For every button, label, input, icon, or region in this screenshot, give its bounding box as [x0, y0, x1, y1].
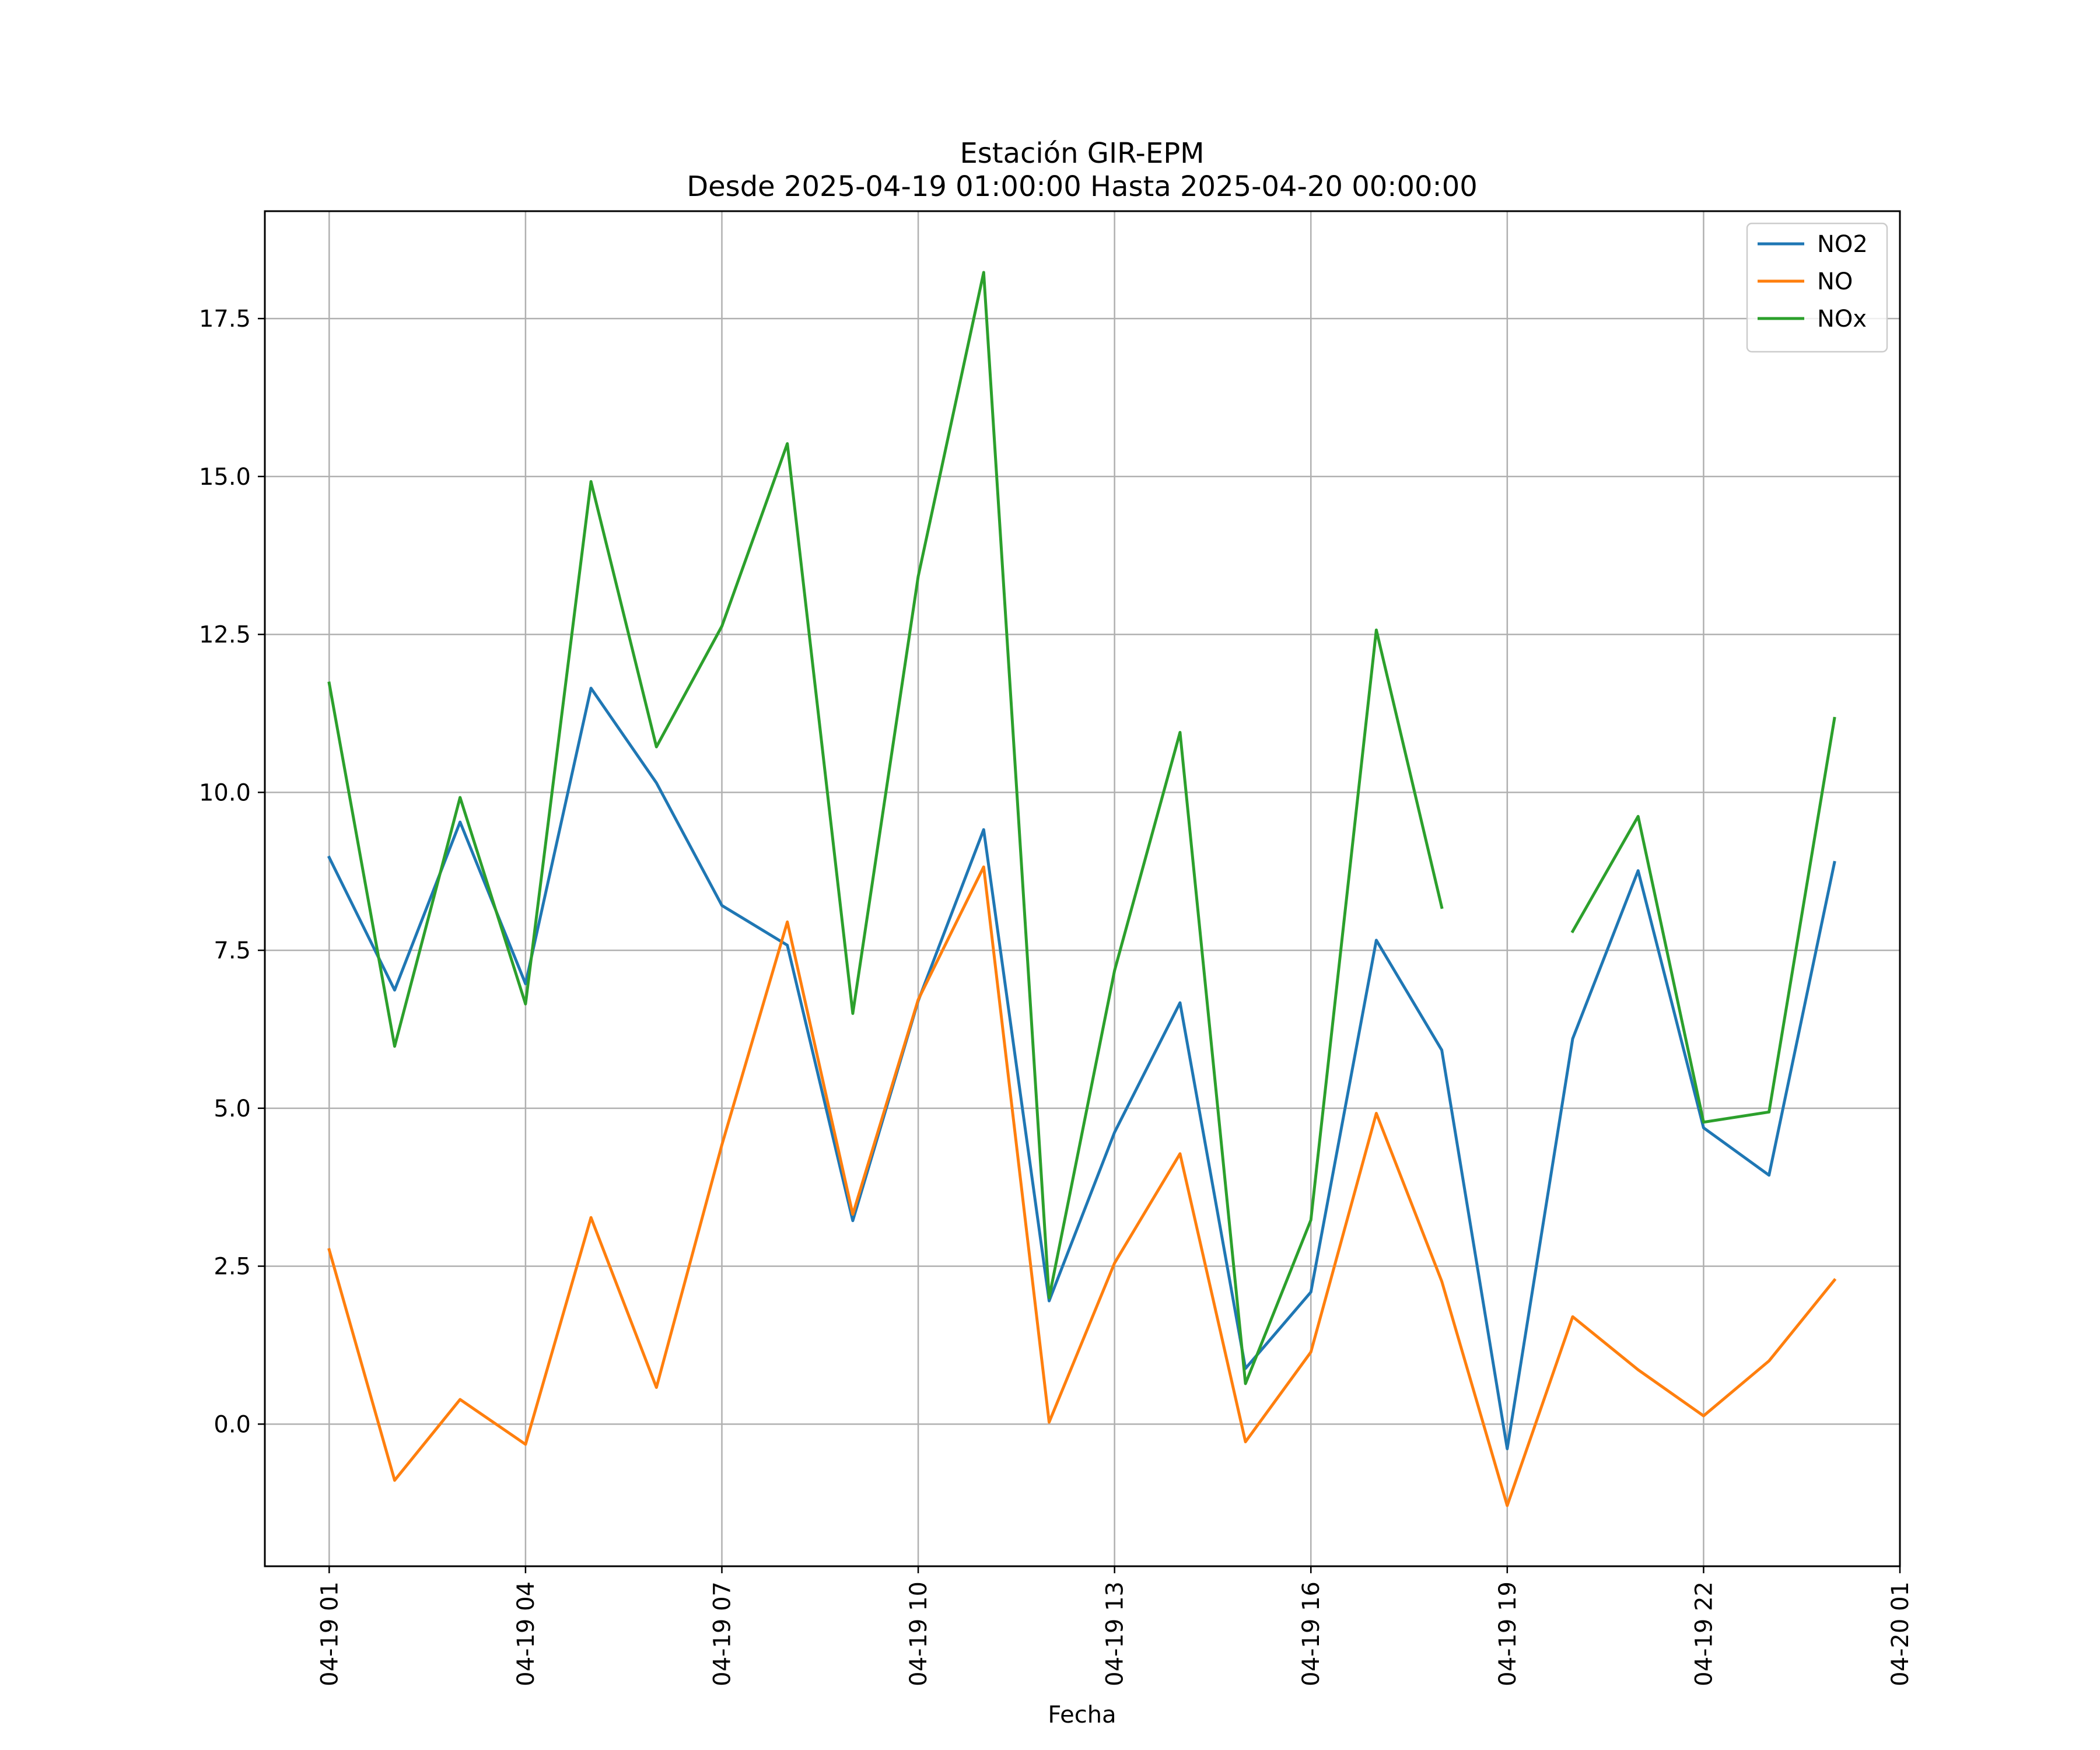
series-line-no2	[327, 687, 1836, 1451]
y-tick-label: 0.0	[214, 1411, 251, 1438]
x-tick-label: 04-19 13	[1102, 1581, 1129, 1686]
x-tick-label: 04-19 04	[513, 1581, 540, 1686]
y-tick-label: 17.5	[199, 306, 251, 332]
x-axis-label: Fecha	[1048, 1702, 1116, 1728]
series-line-no	[327, 865, 1837, 1507]
legend: NO2 NO NOx	[1746, 222, 1888, 353]
y-tick-label: 7.5	[214, 937, 251, 964]
plot-frame	[264, 210, 1901, 1567]
legend-label-nox: NOx	[1817, 306, 1867, 332]
grid	[265, 211, 1901, 1566]
y-tick-label: 15.0	[199, 464, 251, 491]
axis-ticks: 04-19 01 04-19 04 04-19 07 04-19 10 04-19 13…	[199, 306, 1914, 1686]
y-tick-label: 12.5	[199, 622, 251, 649]
x-tick-label: 04-19 01	[316, 1581, 343, 1686]
x-tick-label: 04-20 01	[1887, 1581, 1914, 1686]
chart-subtitle: Desde 2025-04-19 01:00:00 Hasta 2025-04-…	[687, 170, 1478, 203]
chart-title: Estación GIR-EPM	[960, 137, 1204, 170]
x-tick-label: 04-19 16	[1298, 1581, 1325, 1686]
x-tick-label: 04-19 07	[709, 1581, 736, 1686]
y-tick-label: 2.5	[214, 1254, 251, 1280]
y-tick-label: 5.0	[214, 1096, 251, 1122]
x-tick-label: 04-19 22	[1690, 1581, 1717, 1686]
x-tick-label: 04-19 19	[1494, 1581, 1521, 1686]
x-tick-label: 04-19 10	[905, 1581, 932, 1686]
legend-label-no: NO	[1817, 268, 1853, 295]
y-tick-label: 10.0	[199, 779, 251, 806]
legend-label-no2: NO2	[1817, 231, 1868, 258]
series-line-nox	[327, 271, 1836, 1385]
series-lines	[327, 271, 1837, 1507]
